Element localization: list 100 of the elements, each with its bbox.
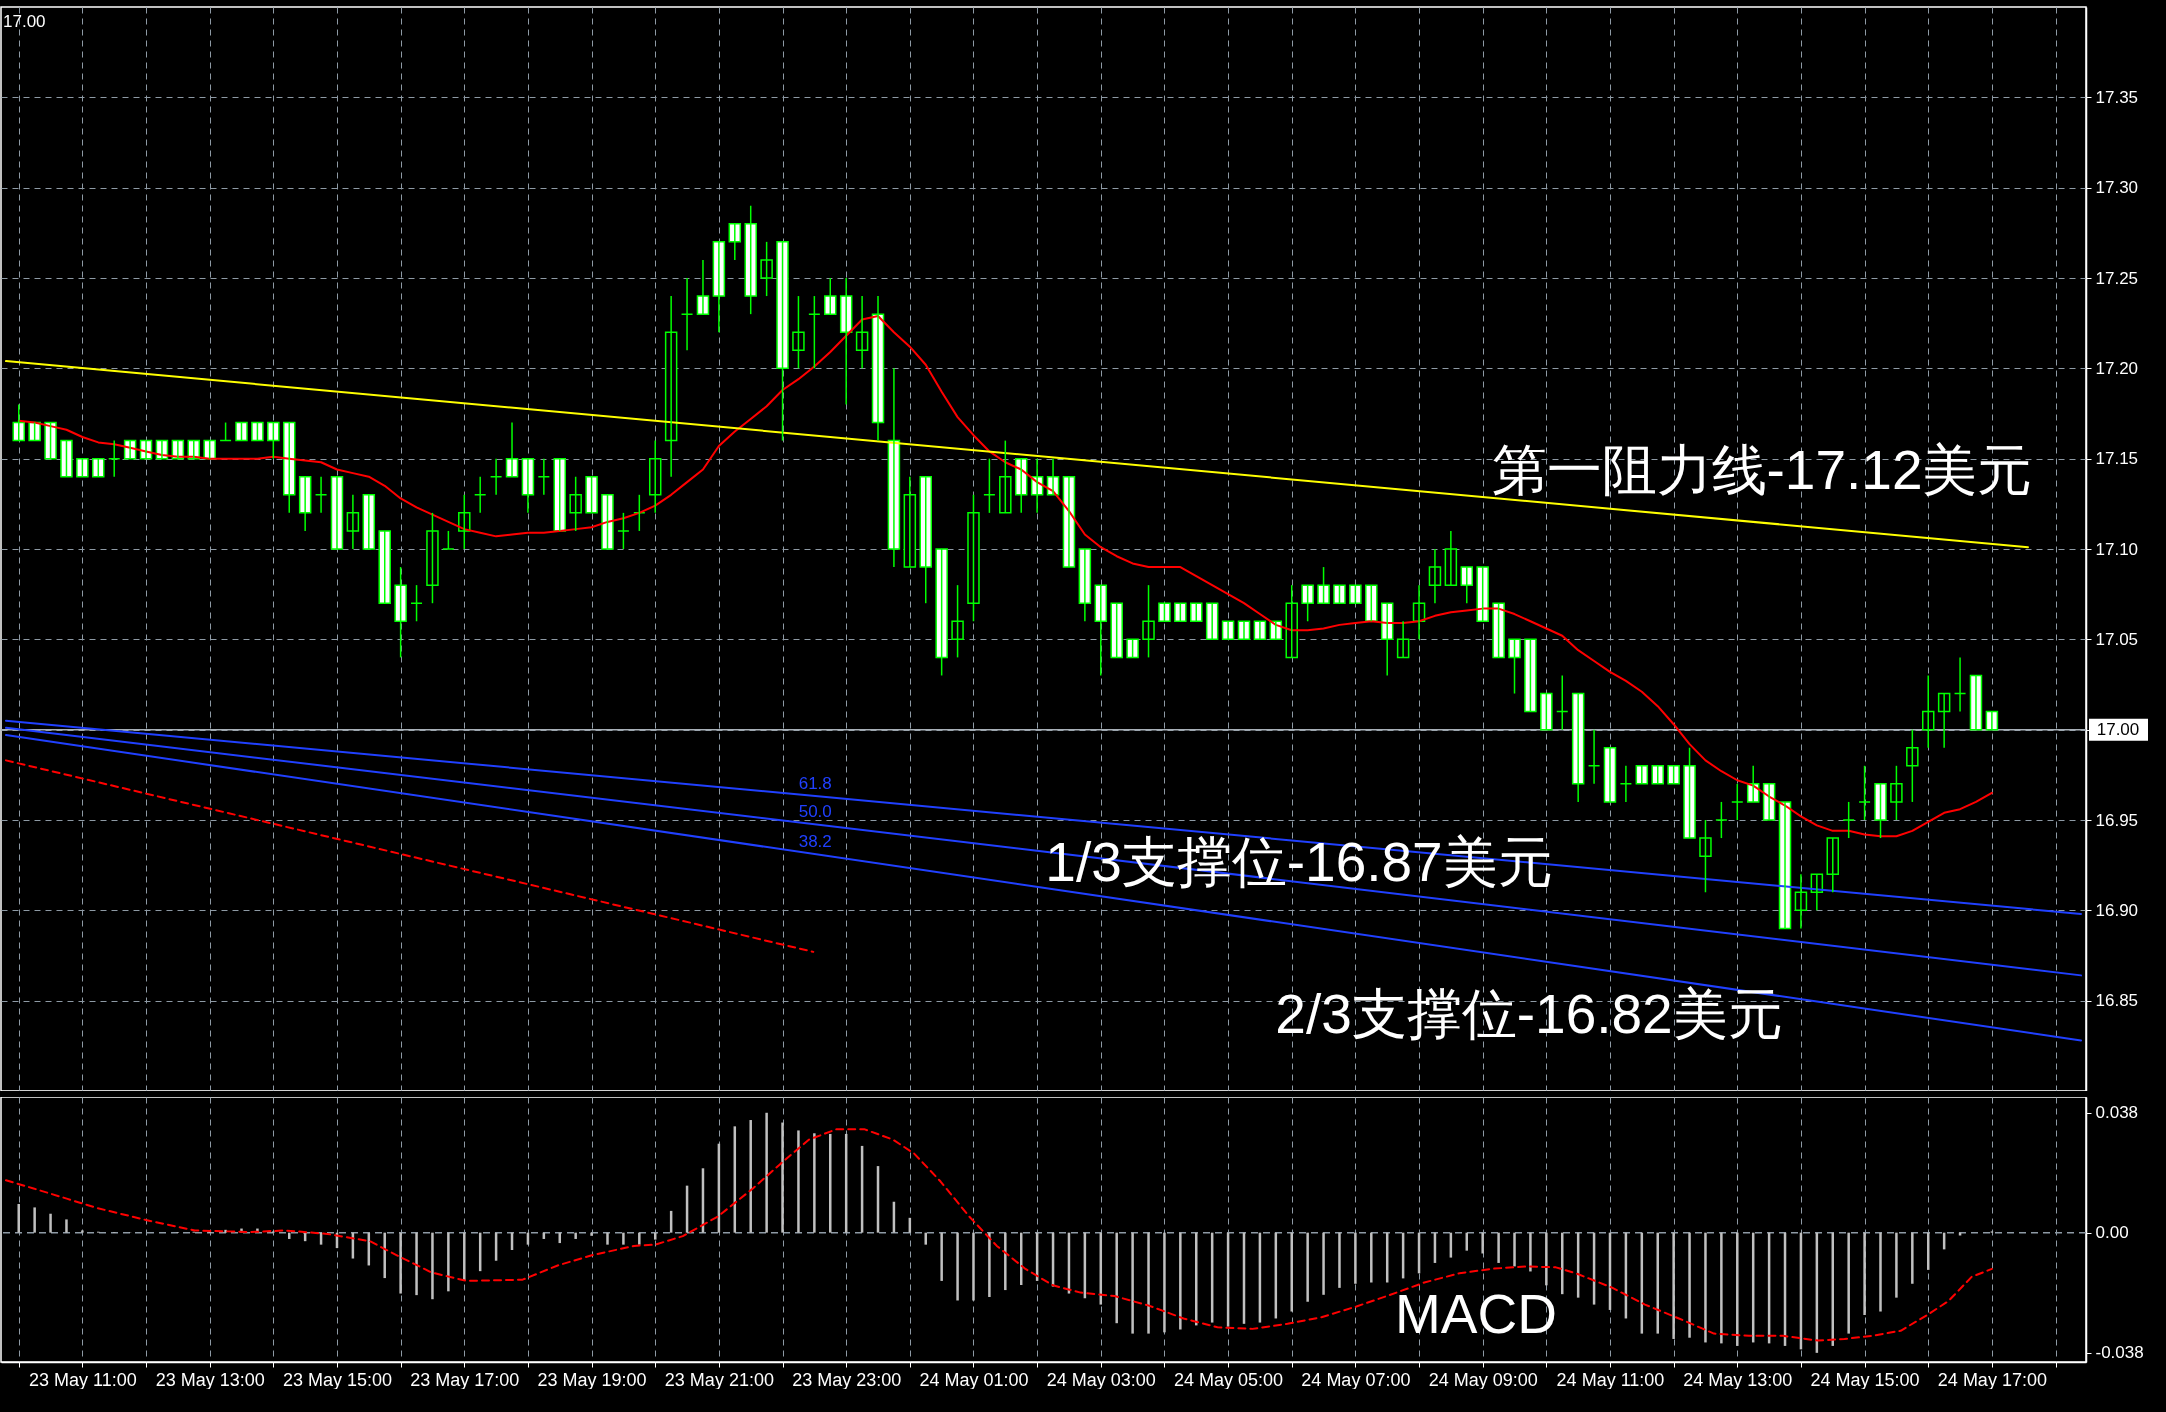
candlestick: [569, 475, 582, 532]
bar: [988, 1232, 991, 1298]
candlestick: [1603, 746, 1617, 803]
y-tick-label: 0.00: [2095, 1223, 2129, 1243]
candlestick: [1365, 584, 1378, 623]
x-tick-label: 24 May 05:00: [1174, 1369, 1284, 1390]
y-tick-label: 17.30: [2095, 178, 2139, 198]
candlestick: [1778, 801, 1792, 930]
bar: [1004, 1232, 1007, 1291]
candlestick: [1110, 602, 1123, 659]
candlestick: [983, 457, 996, 514]
bar: [1847, 1232, 1850, 1334]
bar: [1370, 1232, 1373, 1283]
series-label: 61.8: [798, 774, 832, 794]
bar: [781, 1122, 784, 1233]
candlestick: [60, 439, 73, 478]
y-tick-label: 16.95: [2095, 810, 2139, 830]
bar: [924, 1232, 927, 1245]
candlestick: [1874, 783, 1887, 839]
candlestick: [314, 475, 328, 514]
ref-line-label: 17.00: [2096, 719, 2140, 739]
candlestick: [378, 530, 391, 604]
bar: [1736, 1232, 1739, 1346]
bar: [590, 1232, 593, 1236]
x-tick-label: 24 May 07:00: [1301, 1369, 1411, 1390]
candlestick: [251, 421, 264, 442]
candlestick: [1619, 765, 1633, 803]
bar: [447, 1232, 450, 1292]
x-tick-label: 24 May 15:00: [1810, 1369, 1920, 1390]
candlestick: [442, 530, 455, 550]
candlestick: [1349, 584, 1362, 604]
candlestick: [1190, 602, 1203, 623]
candlestick: [951, 584, 964, 659]
bar: [1147, 1232, 1150, 1334]
candlestick: [107, 439, 121, 478]
candlestick: [203, 439, 216, 460]
candlestick: [999, 439, 1012, 514]
annotation: MACD: [1395, 1283, 1557, 1345]
candlestick: [1237, 620, 1251, 641]
candlestick: [1556, 674, 1569, 731]
bar: [956, 1232, 959, 1301]
bar: [65, 1219, 68, 1233]
bar: [1354, 1232, 1357, 1284]
bar: [622, 1232, 625, 1245]
candlestick: [601, 494, 614, 550]
y-tick-label: 17.10: [2095, 539, 2139, 559]
candlestick: [744, 204, 757, 315]
candlestick: [1953, 656, 1967, 713]
y-tick-label: 16.90: [2095, 900, 2139, 920]
x-tick-label: 24 May 03:00: [1046, 1369, 1156, 1390]
candlestick: [1651, 765, 1664, 785]
x-tick-label: 23 May 11:00: [29, 1369, 137, 1390]
annotation: 第一阻力线-17.12美元: [1491, 439, 2033, 501]
bar: [638, 1232, 641, 1245]
candlestick: [76, 457, 89, 478]
candlestick: [1540, 692, 1553, 731]
bar: [1322, 1232, 1325, 1295]
candlestick: [362, 494, 376, 550]
bar: [1290, 1232, 1293, 1312]
bar: [1306, 1232, 1309, 1302]
candlestick: [776, 241, 789, 442]
y-tick-label: 17.05: [2095, 629, 2139, 649]
bar: [765, 1112, 768, 1233]
bar: [1895, 1232, 1898, 1298]
candlestick: [1731, 783, 1744, 821]
candlestick: [1333, 584, 1346, 604]
x-tick-label: 23 May 19:00: [537, 1369, 647, 1390]
bar: [49, 1213, 52, 1233]
bar: [1513, 1232, 1516, 1267]
candlestick: [1906, 728, 1919, 803]
bar: [17, 1203, 20, 1233]
x-tick-label: 24 May 11:00: [1556, 1369, 1665, 1390]
candlestick: [44, 421, 57, 460]
candlestick: [1667, 765, 1680, 785]
bar: [1911, 1232, 1914, 1284]
bar: [1561, 1232, 1564, 1295]
candlestick: [1062, 475, 1076, 568]
bar: [1672, 1232, 1675, 1339]
candlestick: [680, 277, 694, 352]
candlestick: [1142, 584, 1155, 659]
candlestick: [617, 512, 630, 550]
candlestick: [585, 475, 598, 514]
candlestick: [1587, 728, 1601, 785]
y-tick-label: -0.038: [2095, 1343, 2144, 1363]
x-tick-label: 24 May 17:00: [1937, 1369, 2047, 1390]
candlestick: [824, 277, 837, 315]
candlestick: [235, 421, 248, 442]
bar: [972, 1232, 975, 1301]
y-tick-label: 17.15: [2095, 449, 2139, 469]
candlestick: [537, 457, 551, 496]
candlestick: [633, 494, 646, 532]
bar: [383, 1232, 386, 1279]
bar: [463, 1232, 466, 1281]
candlestick: [155, 439, 169, 460]
candlestick: [1858, 765, 1871, 821]
bar: [829, 1133, 832, 1233]
annotation: 2/3支撑位-16.82美元: [1275, 983, 1783, 1045]
candlestick: [1524, 638, 1537, 713]
bar: [431, 1232, 434, 1300]
candlestick: [410, 584, 423, 623]
